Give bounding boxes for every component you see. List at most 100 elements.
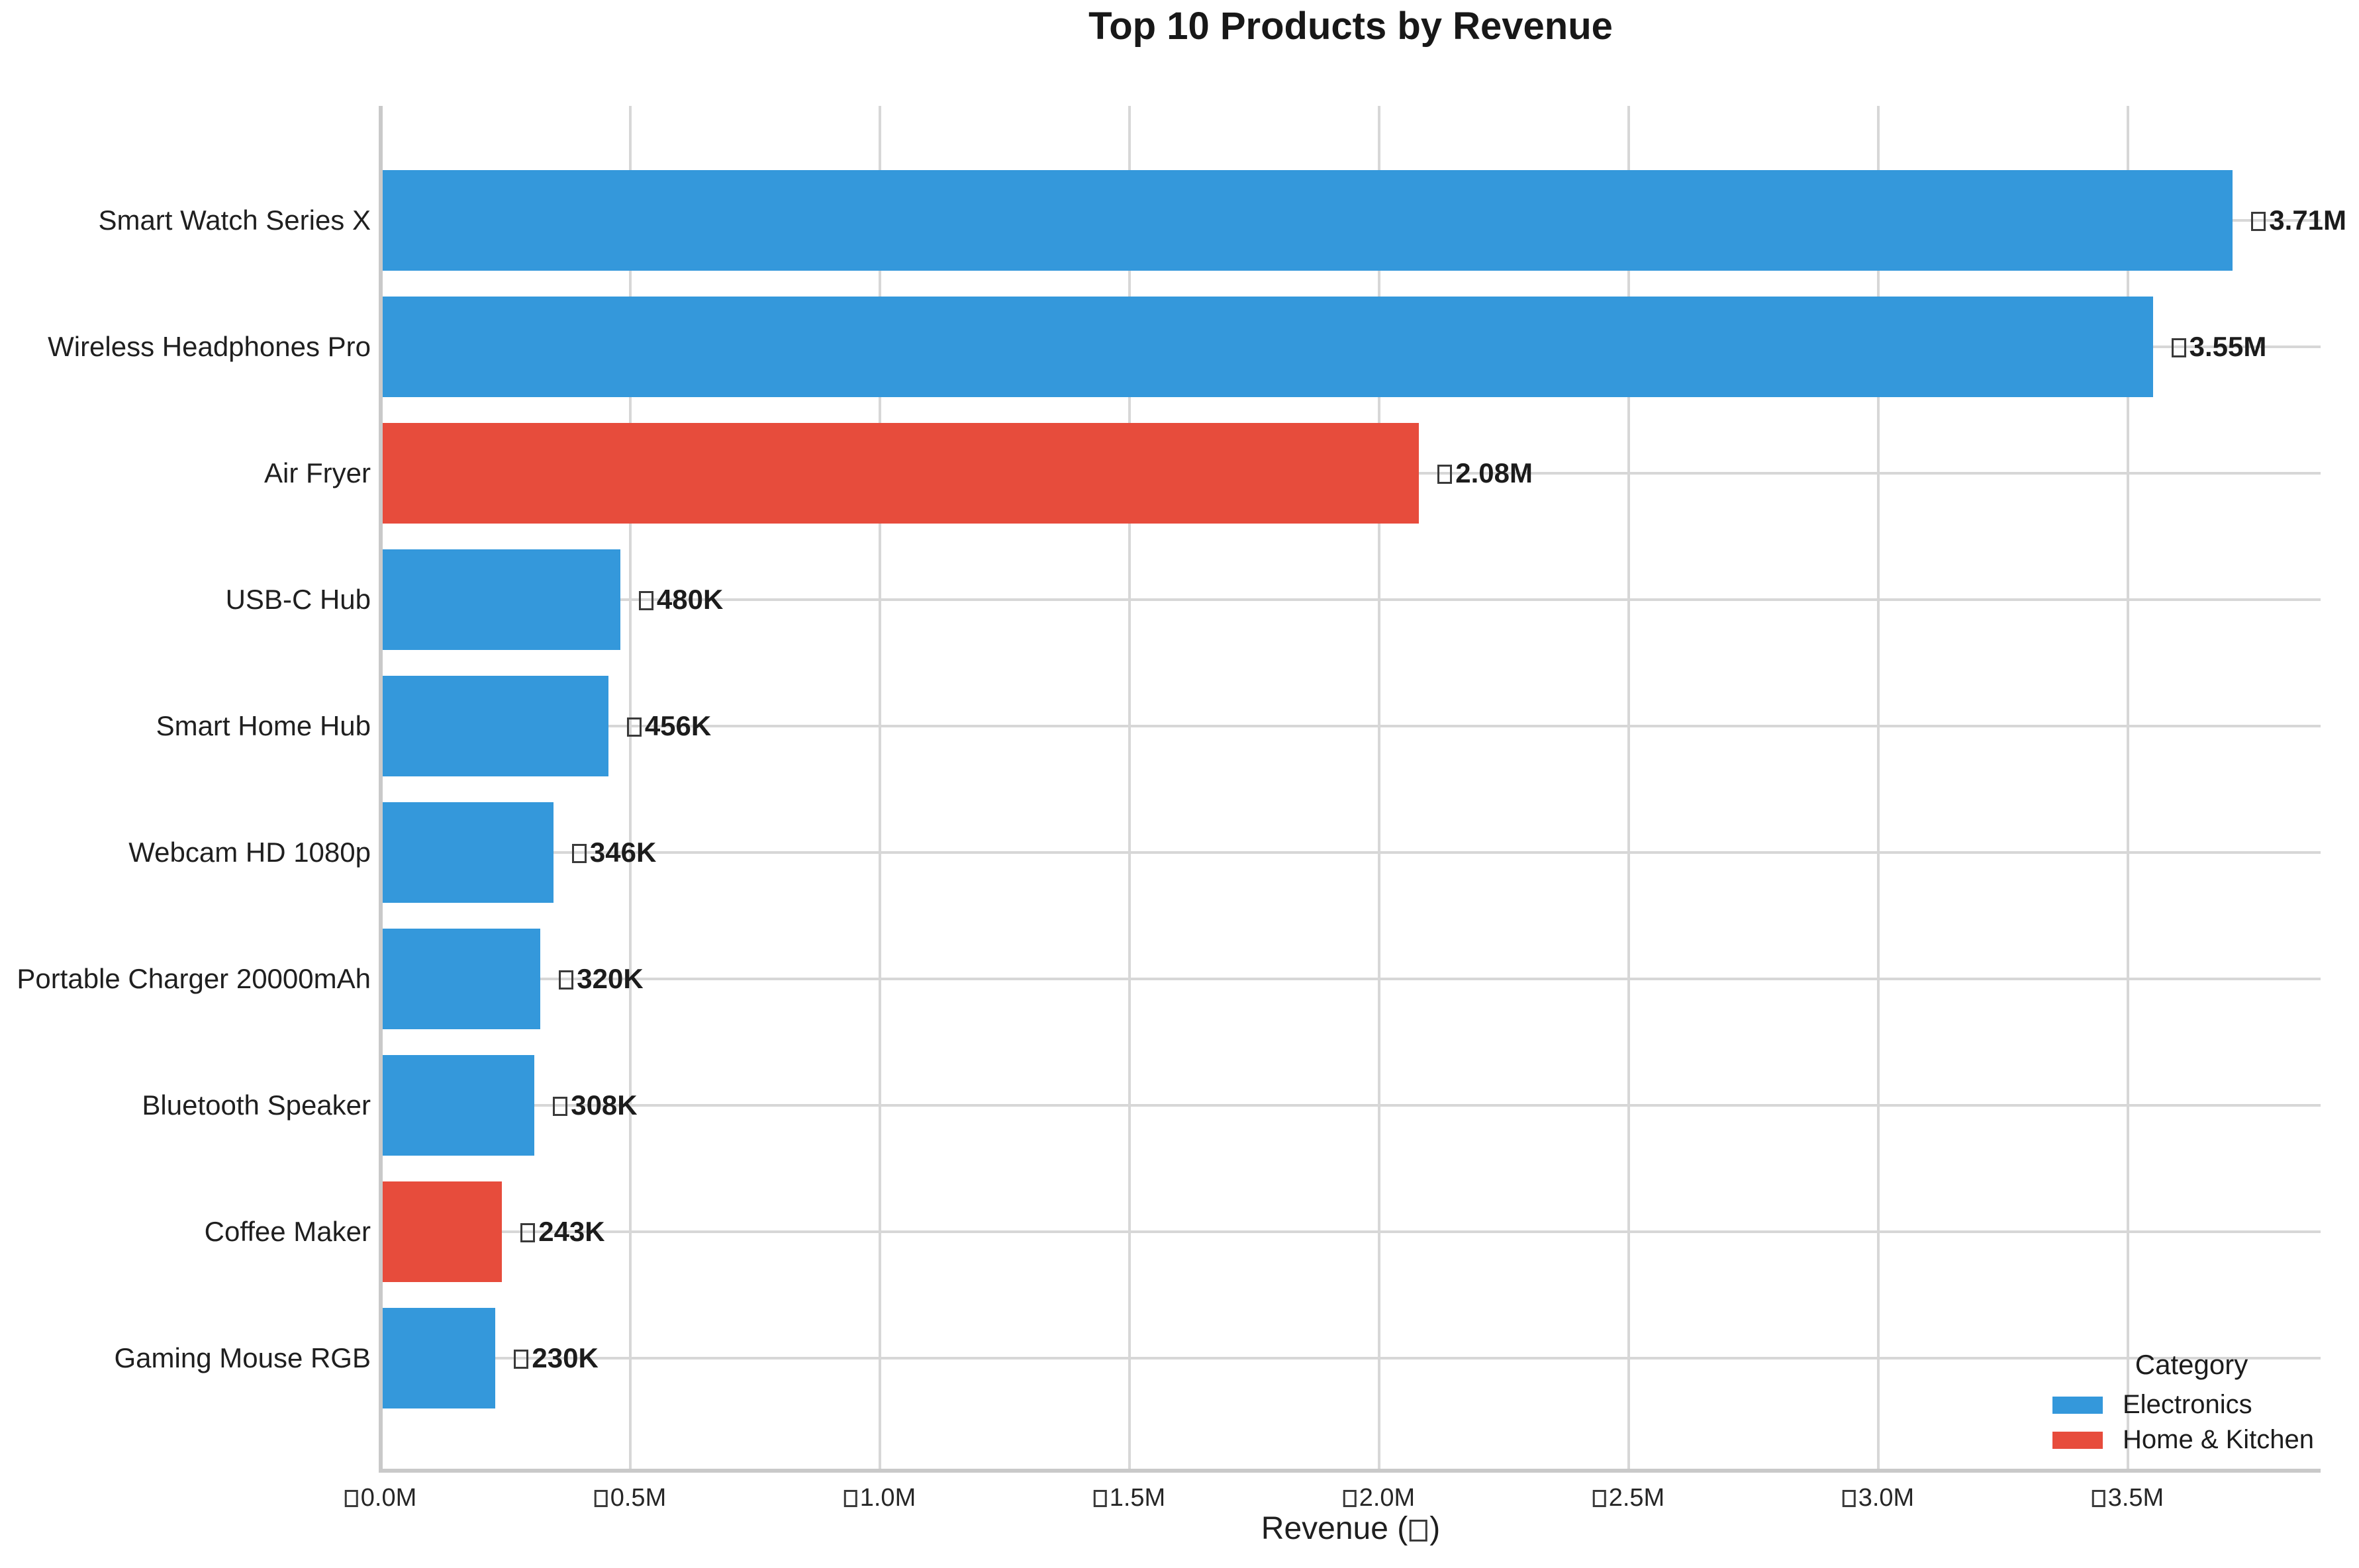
bar-row: USB-C Hub 480K <box>226 537 2321 663</box>
x-gridline <box>628 106 632 1471</box>
product-bar <box>381 296 2153 397</box>
legend-label: Electronics <box>2123 1390 2252 1419</box>
product-bar <box>381 549 620 650</box>
x-tick-label: 0.5M <box>594 1484 666 1512</box>
bar-row: Webcam HD 1080p 346K <box>128 790 2321 916</box>
currency-tofu-box <box>1842 1490 1856 1507</box>
y-gridline <box>381 1230 2321 1233</box>
x-gridline <box>1128 106 1131 1471</box>
product-bar <box>381 802 554 903</box>
value-text: 230K <box>532 1342 599 1373</box>
product-bar <box>381 169 2233 271</box>
y-tick-label: Coffee Maker <box>204 1215 371 1247</box>
y-gridline <box>381 977 2321 980</box>
value-text: 346K <box>589 836 657 868</box>
currency-tofu-box <box>626 717 642 737</box>
chart-title: Top 10 Products by Revenue <box>1088 5 1613 48</box>
value-text: 2.08M <box>1455 457 1533 488</box>
x-axis-title: Revenue () <box>1261 1511 1441 1546</box>
product-bar <box>381 1307 496 1408</box>
value-text: 3.55M <box>2189 330 2267 362</box>
value-label: 243K <box>520 1215 605 1248</box>
x-gridline <box>2126 106 2129 1471</box>
value-label: 230K <box>514 1342 599 1374</box>
value-text: 3.71M <box>2269 204 2347 236</box>
value-label: 320K <box>559 962 644 995</box>
currency-tofu-box <box>553 1096 568 1116</box>
value-label: 308K <box>553 1089 638 1121</box>
legend-title: Category <box>2135 1349 2248 1380</box>
product-bar <box>381 675 608 776</box>
value-text: 480K <box>656 583 724 615</box>
currency-tofu-box <box>520 1222 536 1242</box>
currency-tofu-box <box>1093 1490 1107 1507</box>
currency-tofu-box <box>638 590 653 610</box>
y-tick-label: Gaming Mouse RGB <box>114 1342 371 1373</box>
value-label: 3.71M <box>2251 205 2346 236</box>
x-tick-label: 1.0M <box>843 1484 916 1512</box>
y-gridline <box>381 724 2321 727</box>
value-text: 456K <box>644 710 712 741</box>
bar-row: Gaming Mouse RGB 230K <box>115 1295 2321 1422</box>
legend-label: Home & Kitchen <box>2123 1425 2315 1454</box>
y-tick-label: Webcam HD 1080p <box>128 836 371 868</box>
x-tick-label: 0.0M <box>344 1484 416 1512</box>
bar-row: Air Fryer 2.08M <box>264 410 2321 537</box>
currency-tofu-box <box>2171 338 2186 357</box>
value-label: 456K <box>626 710 712 742</box>
x-tick-label: 3.5M <box>2092 1484 2164 1512</box>
currency-tofu-box <box>344 1490 358 1507</box>
x-gridline <box>878 106 881 1471</box>
legend: Category Electronics Home & Kitchen <box>2052 1349 2331 1457</box>
legend-swatch-electronics <box>2052 1396 2103 1414</box>
x-gridline <box>1876 106 1880 1471</box>
y-tick-label: Smart Home Hub <box>156 710 371 741</box>
plot-area: Smart Watch Series X 3.71M Wireless Head… <box>17 106 2346 1546</box>
x-axis-spine <box>379 1469 2321 1473</box>
bar-row: Bluetooth Speaker 308K <box>142 1042 2321 1169</box>
y-gridline <box>381 1103 2321 1107</box>
legend-item-electronics: Electronics <box>2052 1387 2331 1422</box>
currency-tofu-box <box>1343 1490 1357 1507</box>
x-tick-label: 1.5M <box>1093 1484 1165 1512</box>
value-label: 346K <box>571 836 657 868</box>
currency-tofu-box <box>843 1490 857 1507</box>
currency-tofu-box <box>2251 211 2266 231</box>
y-tick-label: Smart Watch Series X <box>98 204 371 236</box>
x-tick-label: 2.5M <box>1592 1484 1664 1512</box>
bar-row: Coffee Maker 243K <box>205 1169 2321 1295</box>
y-tick-label: Portable Charger 20000mAh <box>17 962 371 994</box>
value-text: 243K <box>538 1215 605 1247</box>
x-tick-label: 2.0M <box>1343 1484 1415 1512</box>
y-tick-label: Bluetooth Speaker <box>142 1089 371 1121</box>
bar-row: Smart Watch Series X 3.71M <box>98 158 2346 284</box>
legend-item-home-kitchen: Home & Kitchen <box>2052 1422 2331 1457</box>
y-gridline <box>381 598 2321 601</box>
product-bar <box>381 422 1420 524</box>
currency-tofu-box <box>594 1490 608 1507</box>
value-label: 480K <box>638 583 724 616</box>
value-text: 320K <box>577 962 644 994</box>
currency-tofu-box <box>571 843 587 863</box>
currency-tofu-box <box>1410 1520 1428 1542</box>
x-gridline <box>1377 106 1380 1471</box>
product-bar <box>381 1054 535 1156</box>
y-tick-label: USB-C Hub <box>225 583 371 615</box>
value-label: 3.55M <box>2171 330 2267 363</box>
value-text: 308K <box>571 1089 638 1121</box>
currency-tofu-box <box>559 970 574 990</box>
currency-tofu-box <box>2092 1490 2105 1507</box>
legend-swatch-home-kitchen <box>2052 1431 2103 1449</box>
currency-tofu-box <box>1437 464 1453 484</box>
bar-row: Wireless Headphones Pro 3.55M <box>48 284 2321 410</box>
y-tick-label: Air Fryer <box>264 457 371 488</box>
product-bar <box>381 928 541 1029</box>
x-gridline <box>1627 106 1630 1471</box>
y-gridline <box>381 851 2321 854</box>
x-tick-label: 3.0M <box>1842 1484 1914 1512</box>
bar-row: Smart Home Hub 456K <box>156 663 2321 790</box>
y-axis-spine <box>379 106 383 1473</box>
y-gridline <box>381 1356 2321 1360</box>
y-tick-label: Wireless Headphones Pro <box>48 330 371 362</box>
